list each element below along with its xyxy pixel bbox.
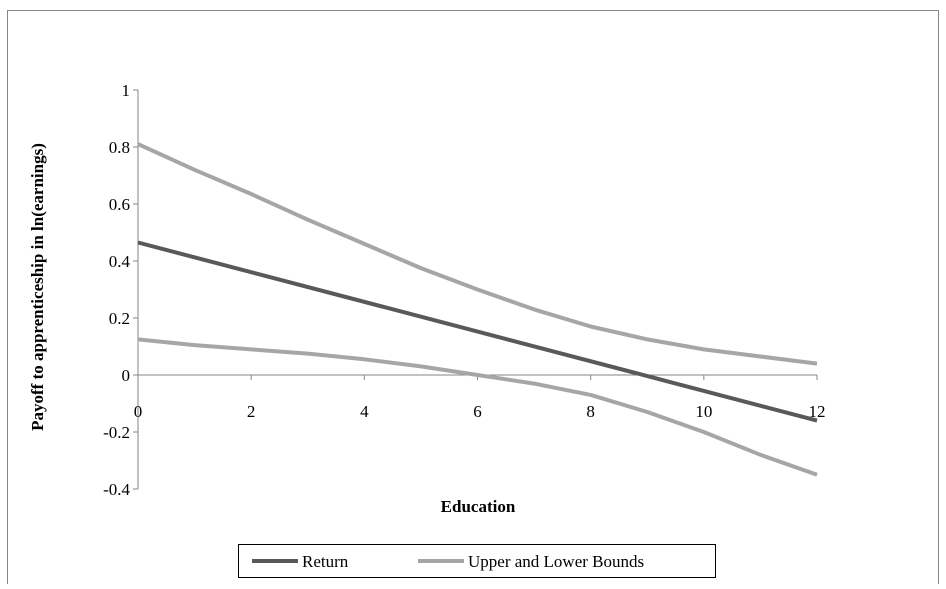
x-tick-label: 0 [134, 402, 143, 421]
x-tick-label: 10 [695, 402, 712, 421]
series-line-upper-bound [137, 142, 818, 366]
y-tick-label: 0.8 [109, 138, 130, 157]
series-line-return [137, 240, 818, 423]
legend-label-return: Return [302, 552, 349, 571]
legend-box [238, 544, 716, 578]
y-tick-label: 0.6 [109, 195, 130, 214]
series-lines [137, 142, 818, 477]
legend-label-bounds: Upper and Lower Bounds [468, 552, 644, 571]
x-axis-title: Education [441, 497, 516, 516]
y-tick-label: -0.2 [103, 423, 130, 442]
x-tick-label: 2 [247, 402, 256, 421]
y-tick-label: 0.2 [109, 309, 130, 328]
y-tick-label: 0.4 [109, 252, 131, 271]
x-tick-label: 8 [586, 402, 595, 421]
y-tick-label: 1 [122, 81, 131, 100]
x-tick-label: 6 [473, 402, 482, 421]
y-axis-title: Payoff to apprenticeship in ln(earnings) [28, 143, 47, 431]
y-tick-label: -0.4 [103, 480, 130, 499]
legend: Return Upper and Lower Bounds [238, 544, 716, 578]
chart-border [7, 10, 939, 589]
series-line-lower-bound [137, 337, 818, 477]
tick-labels: -0.4-0.200.20.40.60.810 2 4 6 8 10 12 [103, 81, 825, 499]
y-tick-label: 0 [122, 366, 131, 385]
x-tick-label: 12 [809, 402, 826, 421]
x-tick-label: 4 [360, 402, 369, 421]
